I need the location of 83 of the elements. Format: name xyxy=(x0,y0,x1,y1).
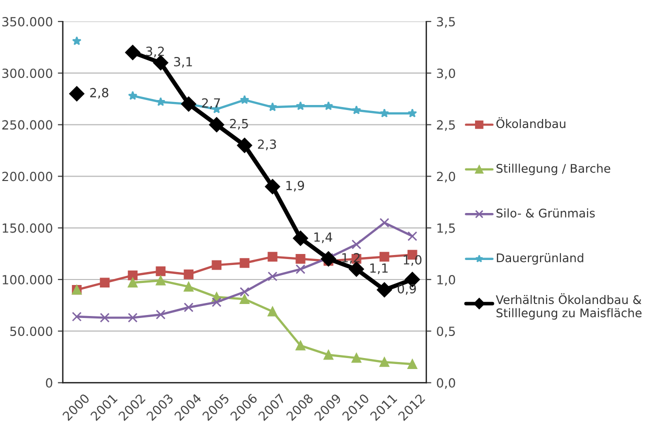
point xyxy=(184,282,194,292)
data-label: 1,1 xyxy=(370,264,388,274)
point xyxy=(380,108,390,118)
point xyxy=(268,252,278,262)
point xyxy=(408,359,418,369)
point xyxy=(376,282,392,298)
point xyxy=(324,350,334,360)
point xyxy=(156,276,166,286)
y2-tick-label: 1,5 xyxy=(437,224,455,234)
point xyxy=(380,252,390,262)
y-tick-label: 350.000 xyxy=(2,16,52,26)
point xyxy=(100,312,110,323)
point xyxy=(240,294,250,304)
point xyxy=(296,340,306,350)
data-label: 2,3 xyxy=(258,140,276,150)
legend-label: Dauergrünland xyxy=(496,253,584,265)
legend-label: Ökolandbau xyxy=(496,117,566,128)
point xyxy=(184,269,194,280)
point xyxy=(69,86,84,102)
point xyxy=(380,218,390,228)
point xyxy=(352,240,362,250)
point xyxy=(100,278,110,288)
point xyxy=(268,306,278,316)
data-label: 1,9 xyxy=(286,180,304,192)
y-tick-label: 200.000 xyxy=(2,172,52,182)
point xyxy=(408,108,418,118)
point xyxy=(156,97,166,106)
point xyxy=(296,264,306,274)
point xyxy=(292,230,308,246)
point xyxy=(240,258,250,268)
legend-label: Verhältnis Ökolandbau & Stilllegung zu Maisfläche xyxy=(496,293,642,320)
legend-label: Stilllegung / Barche xyxy=(496,164,610,176)
point xyxy=(128,312,138,323)
legend-label: Silo- & Grünmais xyxy=(496,208,595,218)
point xyxy=(156,310,166,320)
point xyxy=(128,270,138,280)
point xyxy=(181,96,196,112)
data-label: 1,2 xyxy=(342,253,360,264)
y-tick-label: 150.000 xyxy=(2,223,52,233)
y2-tick-label: 3,0 xyxy=(437,68,456,80)
point xyxy=(296,101,306,110)
data-label: 1,4 xyxy=(314,232,332,244)
point xyxy=(125,44,140,60)
y-tick-label: 0 xyxy=(46,378,52,388)
point xyxy=(212,297,222,308)
y-tick-label: 250.000 xyxy=(2,120,52,130)
point xyxy=(237,138,252,153)
point xyxy=(320,251,336,266)
point xyxy=(240,287,250,297)
data-label: 2,5 xyxy=(230,118,248,130)
data-label: 0,9 xyxy=(398,284,416,295)
point xyxy=(156,266,166,276)
data-label: 3,2 xyxy=(146,46,164,58)
point xyxy=(264,179,280,194)
data-label: 1,0 xyxy=(404,255,422,266)
point xyxy=(209,117,224,132)
point xyxy=(296,254,306,264)
y2-tick-label: 3,5 xyxy=(437,16,455,28)
y2-tick-label: 2,5 xyxy=(436,120,455,131)
point xyxy=(212,260,222,270)
point xyxy=(72,312,82,322)
point xyxy=(408,231,418,242)
point xyxy=(240,95,250,104)
data-label: 2,7 xyxy=(202,98,220,109)
y2-tick-label: 0,5 xyxy=(436,326,455,338)
point xyxy=(380,357,390,367)
data-label: 2,8 xyxy=(90,88,108,99)
point xyxy=(268,272,278,282)
point xyxy=(352,105,362,114)
y2-tick-label: 2,0 xyxy=(436,172,456,182)
y-tick-label: 100.000 xyxy=(2,274,52,284)
y2-tick-label: 1,0 xyxy=(437,274,456,286)
point xyxy=(352,353,362,363)
point xyxy=(128,90,138,100)
point xyxy=(268,102,278,112)
y-tick-label: 300.000 xyxy=(2,68,52,78)
point xyxy=(72,36,82,46)
y-tick-label: 50.000 xyxy=(10,326,52,336)
point xyxy=(184,302,194,312)
point xyxy=(128,278,138,288)
data-label: 3,1 xyxy=(174,56,192,68)
y2-tick-label: 0,0 xyxy=(436,378,456,389)
point xyxy=(324,101,334,110)
